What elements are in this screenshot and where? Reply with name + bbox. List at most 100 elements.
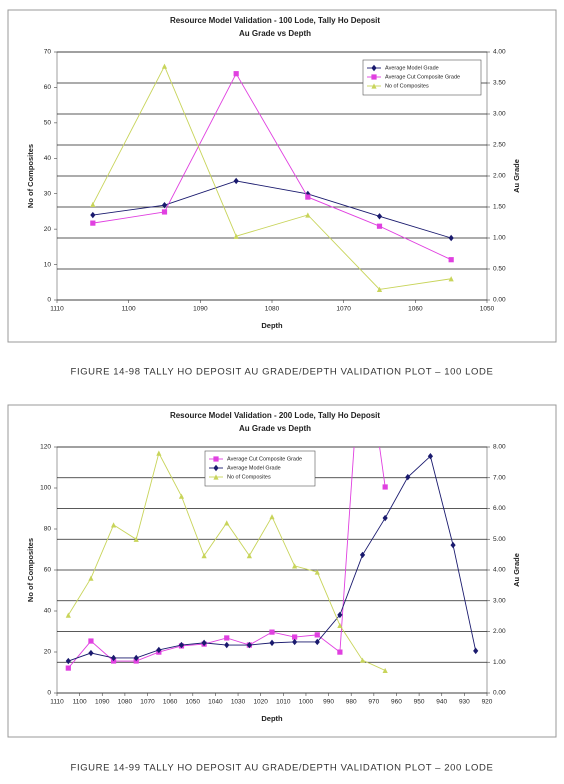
x-tick-label: 1050 — [480, 306, 495, 313]
y-tick-label: 0 — [47, 297, 51, 304]
marker — [178, 493, 185, 499]
marker — [448, 276, 454, 282]
legend-label: Average Model Grade — [227, 465, 281, 471]
x-tick-label: 1080 — [118, 699, 133, 706]
y-tick-label: 0 — [47, 690, 51, 697]
x-tick-label: 970 — [368, 699, 379, 706]
y-axis-label: No of Composites — [26, 144, 35, 208]
y2-tick-label: 1.00 — [493, 235, 506, 242]
marker — [178, 641, 185, 649]
marker — [405, 473, 411, 481]
x-axis-label: Depth — [261, 714, 283, 723]
y2-tick-label: 3.50 — [493, 80, 506, 87]
marker — [427, 453, 434, 460]
marker — [110, 654, 117, 662]
y-tick-label: 20 — [44, 226, 52, 233]
x-tick-label: 1040 — [208, 699, 223, 706]
marker — [269, 514, 275, 520]
y-tick-label: 50 — [44, 120, 52, 127]
marker — [90, 211, 96, 219]
x-tick-label: 980 — [346, 699, 357, 706]
marker — [448, 234, 454, 242]
x-tick-label: 1100 — [73, 699, 87, 706]
marker — [382, 667, 388, 674]
marker — [269, 629, 275, 635]
marker — [246, 553, 252, 559]
y-tick-label: 80 — [44, 526, 52, 533]
marker — [292, 563, 298, 569]
marker — [133, 536, 139, 542]
marker — [376, 286, 383, 292]
x-axis-label: Depth — [261, 321, 283, 330]
x-tick-label: 1050 — [186, 699, 201, 706]
figure-caption: FIGURE 14-98 TALLY HO DEPOSIT AU GRADE/D… — [71, 367, 494, 378]
series-layer — [90, 63, 454, 292]
legend-label: No of Composites — [385, 83, 429, 89]
x-tick-label: 990 — [323, 699, 334, 706]
y-tick-label: 30 — [44, 190, 52, 197]
marker — [90, 220, 96, 226]
marker — [213, 464, 219, 472]
x-tick-label: 930 — [459, 699, 470, 706]
y-tick-label: 20 — [44, 649, 52, 656]
figure-caption: FIGURE 14-99 TALLY HO DEPOSIT AU GRADE/D… — [71, 763, 494, 774]
y2-tick-label: 0.00 — [493, 690, 506, 697]
marker — [161, 209, 168, 215]
x-tick-label: 1070 — [336, 306, 351, 313]
y2-axis-label: Au Grade — [512, 553, 521, 587]
y2-tick-label: 4.00 — [493, 567, 506, 574]
y-tick-label: 100 — [40, 485, 51, 492]
marker — [233, 71, 239, 77]
x-tick-label: 1020 — [253, 699, 268, 706]
y-tick-label: 70 — [44, 49, 52, 56]
marker — [292, 638, 298, 646]
legend-label: Average Cut Composite Grade — [227, 456, 302, 462]
x-tick-label: 1110 — [50, 699, 64, 706]
marker — [314, 632, 320, 638]
marker — [201, 639, 207, 647]
x-tick-label: 1100 — [122, 306, 136, 313]
marker — [314, 638, 320, 646]
x-tick-label: 950 — [414, 699, 425, 706]
marker — [314, 569, 320, 575]
series-layer — [65, 447, 479, 674]
y2-tick-label: 2.00 — [493, 628, 506, 635]
marker — [233, 233, 239, 239]
series-line — [92, 65, 452, 290]
y2-tick-label: 4.00 — [493, 49, 506, 56]
x-tick-label: 920 — [482, 699, 493, 706]
marker — [448, 257, 454, 263]
y-tick-label: 40 — [44, 608, 52, 615]
y2-tick-label: 7.00 — [493, 474, 506, 481]
marker — [473, 647, 479, 655]
marker — [224, 635, 230, 641]
marker — [337, 611, 343, 619]
marker — [233, 177, 239, 185]
y2-tick-label: 0.50 — [493, 266, 506, 273]
marker — [305, 194, 311, 200]
marker — [156, 450, 162, 456]
x-tick-label: 1090 — [193, 306, 208, 313]
y2-tick-label: 2.00 — [493, 173, 506, 180]
y-axis-label: No of Composites — [26, 538, 35, 602]
x-tick-label: 1030 — [231, 699, 246, 706]
y-tick-label: 40 — [44, 155, 52, 162]
y2-tick-label: 2.50 — [493, 142, 506, 149]
marker — [337, 622, 343, 628]
y-tick-label: 120 — [40, 444, 51, 451]
x-tick-label: 960 — [391, 699, 402, 706]
x-tick-label: 1110 — [50, 306, 64, 313]
marker — [110, 522, 117, 528]
marker — [371, 64, 377, 72]
series-line — [92, 180, 452, 239]
y2-tick-label: 3.00 — [493, 111, 506, 118]
marker — [133, 654, 139, 662]
x-tick-label: 1080 — [265, 306, 280, 313]
x-tick-label: 1090 — [95, 699, 110, 706]
marker — [305, 212, 311, 218]
y2-tick-label: 1.50 — [493, 204, 506, 211]
marker — [371, 83, 377, 89]
marker — [201, 553, 207, 559]
marker — [224, 520, 230, 526]
